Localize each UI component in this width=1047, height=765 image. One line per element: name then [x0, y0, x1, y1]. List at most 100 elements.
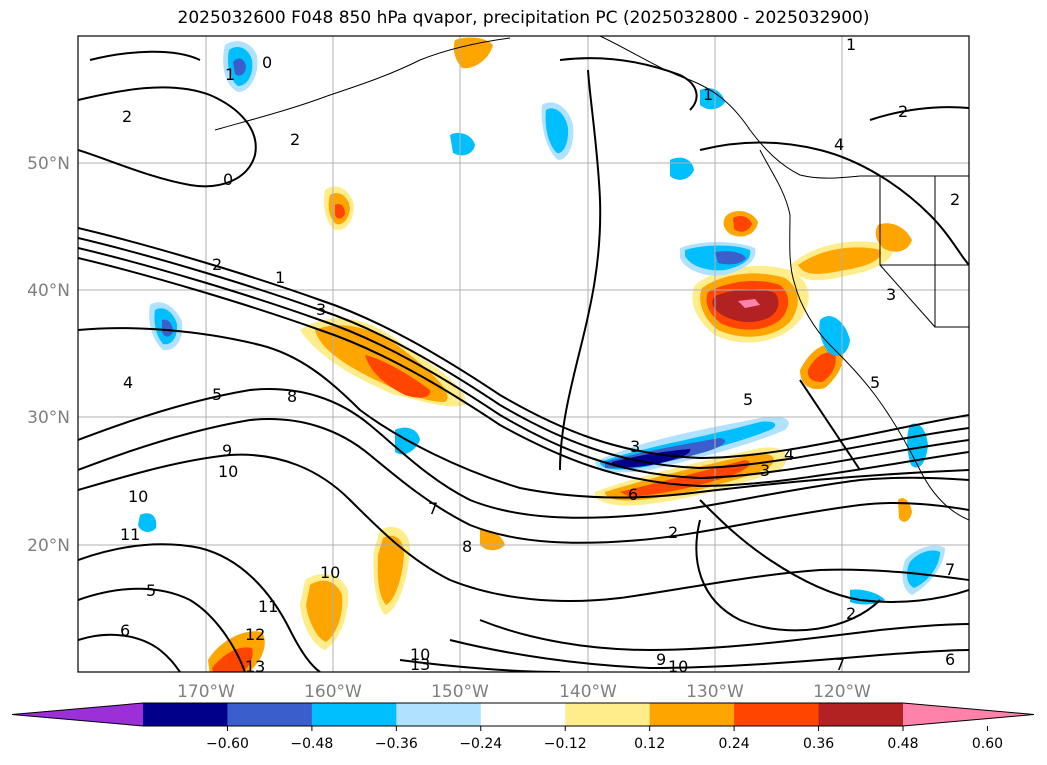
contour-label: 9 — [656, 650, 666, 669]
qvapor-contours — [78, 50, 969, 672]
negative-anomaly-band — [545, 108, 569, 154]
positive-anomaly-core — [335, 204, 345, 219]
contour-label: 5 — [146, 581, 156, 600]
contour-label: 6 — [120, 621, 130, 640]
colorbar-low-extension — [12, 703, 143, 726]
colorbar-tick-label: 0.24 — [719, 736, 750, 752]
positive-anomaly-core — [875, 223, 912, 252]
contour-label: 2 — [846, 604, 856, 623]
positive-anomaly-core — [365, 355, 431, 398]
negative-anomaly-band — [700, 88, 725, 110]
contour-label: 7 — [428, 499, 438, 518]
lon-label: 160°W — [304, 682, 362, 702]
contour-label: 1 — [703, 85, 713, 104]
colorbar-tick-label: −0.36 — [375, 736, 418, 752]
map-title: 2025032600 F048 850 hPa qvapor, precipit… — [177, 8, 870, 28]
contour-label: 12 — [245, 625, 265, 644]
lon-label: 140°W — [559, 682, 617, 702]
positive-anomaly-core — [620, 460, 750, 497]
contour-label: 3 — [886, 285, 896, 304]
negative-anomaly-band — [450, 132, 475, 156]
map-plot-area: 0 1 2 0 2 1 2 1 3 4 5 8 9 10 7 10 11 5 6… — [78, 35, 969, 676]
contour-label: 1 — [846, 35, 856, 54]
contour-label: 5 — [870, 373, 880, 392]
contour-label: 4 — [784, 445, 794, 464]
map-frame — [77, 35, 970, 673]
lon-label: 120°W — [813, 682, 871, 702]
contour-label: 10 — [668, 657, 688, 676]
contour-label: 8 — [287, 387, 297, 406]
contour-label: 1 — [275, 268, 285, 287]
contour-label: 7 — [835, 655, 845, 674]
negative-anomaly-core — [233, 58, 246, 76]
colorbar-segment — [818, 703, 904, 726]
colorbar-tick-label: −0.12 — [544, 736, 587, 752]
lat-label: 20°N — [27, 536, 70, 556]
colorbar-segment — [565, 703, 651, 726]
longitude-labels: 170°W 160°W 150°W 140°W 130°W 120°W — [177, 682, 871, 702]
contour-label: 0 — [262, 53, 272, 72]
latitude-labels: 50°N 40°N 30°N 20°N — [27, 154, 70, 556]
positive-anomaly-band — [453, 37, 493, 69]
colorbar-tick-label: −0.60 — [206, 736, 249, 752]
colorbar-tick-label: −0.24 — [459, 736, 502, 752]
lat-label: 30°N — [27, 408, 70, 428]
colorbar-tick-label: −0.48 — [290, 736, 333, 752]
lon-label: 130°W — [686, 682, 744, 702]
positive-anomaly-band — [798, 247, 881, 274]
negative-anomaly-core — [715, 251, 746, 265]
negative-anomaly-core — [612, 449, 691, 468]
contour-label: 2 — [212, 255, 222, 274]
colorbar-segment — [734, 703, 820, 726]
contour-label: 5 — [212, 385, 222, 404]
colorbar-segment — [649, 703, 735, 726]
contour-label: 3 — [760, 461, 770, 480]
negative-anomaly-band — [906, 550, 940, 588]
contour-label: 2 — [668, 523, 678, 542]
contour-label: 4 — [834, 135, 844, 154]
lon-label: 170°W — [177, 682, 235, 702]
contour-label: 1 — [225, 65, 235, 84]
contour-label: 5 — [743, 390, 753, 409]
contour-label: 8 — [462, 537, 472, 556]
contour-label: 4 — [123, 373, 133, 392]
colorbar-segment — [143, 703, 228, 726]
contour-label: 2 — [122, 107, 132, 126]
contour-label: 3 — [630, 437, 640, 456]
colorbar-outline — [11, 702, 1035, 727]
contour-label: 2 — [898, 102, 908, 121]
colorbar-segment — [480, 703, 566, 726]
contour-label: 11 — [258, 597, 278, 616]
contour-label: 3 — [316, 300, 326, 319]
contour-label: 13 — [245, 657, 265, 676]
contour-label: 10 — [410, 645, 430, 664]
contour-label: 10 — [320, 563, 340, 582]
colorbar-segment — [396, 703, 482, 726]
contour-label: 6 — [945, 650, 955, 669]
colorbar-segment — [311, 703, 397, 726]
lat-label: 40°N — [27, 281, 70, 301]
contour-label: 2 — [290, 130, 300, 149]
max-anomaly-core — [738, 299, 760, 308]
contour-label: 10 — [218, 462, 238, 481]
contour-label-layer: 0 1 2 0 2 1 2 1 3 4 5 8 9 10 7 10 11 5 6… — [120, 35, 960, 676]
lon-label: 150°W — [431, 682, 489, 702]
coastlines — [214, 36, 969, 521]
contour-label: 7 — [945, 560, 955, 579]
contour-label: 2 — [950, 190, 960, 209]
positive-anomaly-band — [807, 352, 836, 382]
colorbar-tick-label: 0.60 — [972, 736, 1003, 752]
contour-label: 6 — [628, 485, 638, 504]
lat-label: 50°N — [27, 154, 70, 174]
contour-label: 11 — [120, 525, 140, 544]
colorbar-tick-label: 0.48 — [887, 736, 918, 752]
contour-label: 10 — [128, 487, 148, 506]
colorbar: −0.60 −0.48 −0.36 −0.24 −0.12 0.12 0.24 0.36 0.4… — [11, 702, 1035, 752]
negative-anomaly-band — [138, 513, 157, 532]
positive-anomaly-band — [377, 535, 404, 605]
colorbar-tick-label: 0.12 — [634, 736, 665, 752]
contour-label: 9 — [222, 441, 232, 460]
positive-anomaly-core — [733, 216, 752, 232]
contour-label: 0 — [223, 170, 233, 189]
